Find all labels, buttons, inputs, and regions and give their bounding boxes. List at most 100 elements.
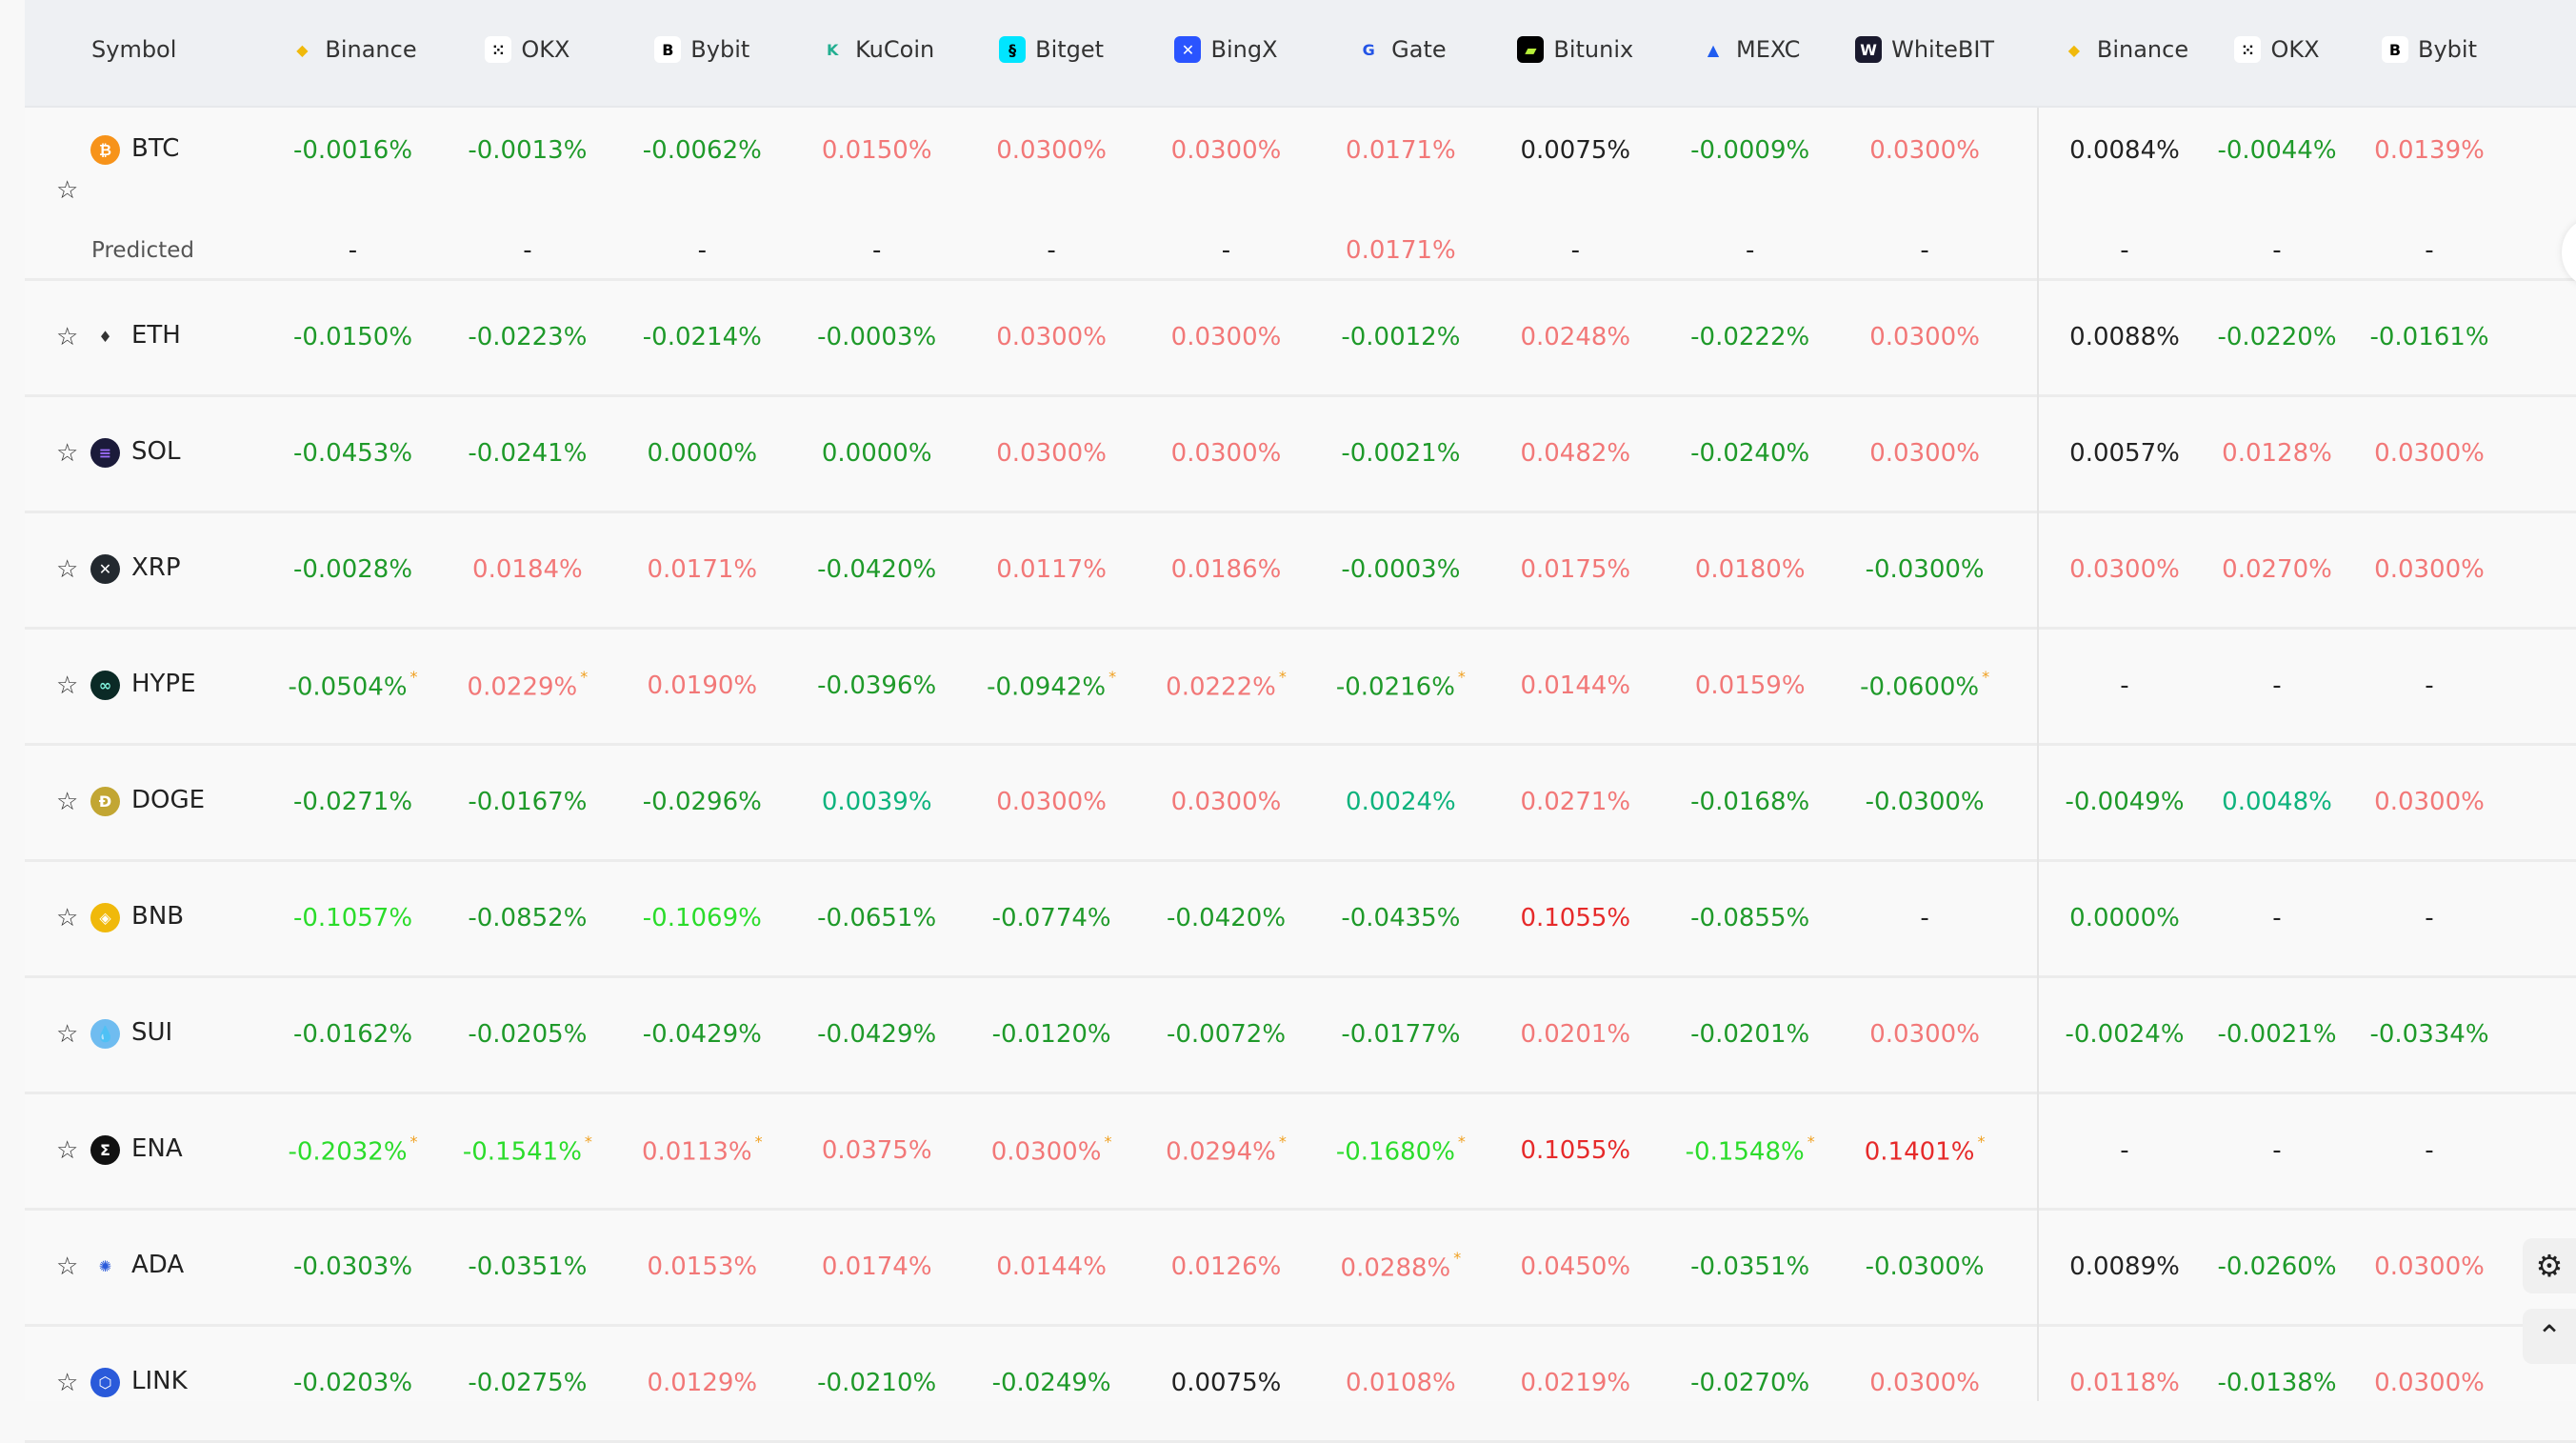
eth-coin-icon: ♦ [90, 322, 120, 351]
column-header-binance[interactable]: ◆ Binance [266, 0, 440, 99]
rate-value: -0.0167% [468, 788, 588, 816]
column-header-whitebit[interactable]: W WhiteBIT [1838, 0, 2012, 99]
column-header-bitget[interactable]: § Bitget [965, 0, 1139, 99]
rate-value: 0.0174% [821, 1253, 932, 1281]
funding-rate-cell: - [2048, 1136, 2201, 1165]
rate-value: - [2425, 671, 2434, 700]
rate-value: 0.1055% [1520, 904, 1631, 932]
column-header-symbol[interactable]: Symbol [91, 36, 177, 63]
column-header-bitunix[interactable]: ▰ Bitunix [1488, 0, 1663, 99]
funding-rate-cell: -0.0270% [1663, 1369, 1837, 1397]
rate-value: -0.0138% [2217, 1369, 2337, 1397]
favorite-star-icon[interactable]: ☆ [56, 1020, 79, 1049]
rate-value: -0.0453% [292, 439, 413, 468]
funding-rate-cell: 0.0271% [1488, 788, 1663, 816]
rate-value: -0.0168% [1690, 788, 1810, 816]
favorite-star-icon[interactable]: ☆ [56, 1253, 79, 1281]
funding-rate-cell: -0.0168% [1663, 788, 1837, 816]
settings-button[interactable]: ⚙ [2523, 1238, 2576, 1293]
favorite-star-icon[interactable]: ☆ [56, 323, 79, 351]
rate-value: 0.0300% [2069, 555, 2180, 584]
rate-value: 0.0300% [990, 1137, 1102, 1167]
rate-value: 0.0186% [1170, 555, 1282, 584]
symbol-label[interactable]: BNB [131, 902, 185, 931]
predicted-rate-cell: - [615, 236, 789, 265]
funding-rate-cell: -0.0504% * [266, 668, 440, 702]
symbol-label[interactable]: DOGE [131, 786, 206, 814]
column-header-kucoin[interactable]: K KuCoin [789, 0, 964, 99]
funding-rate-cell: -0.0942% * [965, 668, 1139, 702]
rate-value: 0.0300% [996, 323, 1107, 351]
funding-rate-cell: 0.0482% [1488, 439, 1663, 468]
symbol-label[interactable]: LINK [131, 1367, 188, 1395]
column-header-bybit[interactable]: B Bybit [2353, 0, 2506, 99]
rate-value: -0.0651% [817, 904, 937, 932]
rate-value: 0.0000% [821, 439, 932, 468]
symbol-label[interactable]: ADA [131, 1251, 185, 1279]
predicted-rate-cell: - [1838, 236, 2012, 265]
symbol-label[interactable]: ETH [131, 321, 181, 350]
rate-value: 0.0075% [1170, 1369, 1282, 1397]
favorite-star-icon[interactable]: ☆ [56, 176, 79, 205]
column-header-okx[interactable]: ⁙ OKX [440, 0, 614, 99]
favorite-star-icon[interactable]: ☆ [56, 555, 79, 584]
side-panel-handle[interactable] [2562, 219, 2576, 286]
rate-value: -0.0214% [642, 323, 762, 351]
favorite-star-icon[interactable]: ☆ [56, 1136, 79, 1165]
rate-value: 0.0171% [1346, 236, 1456, 265]
rate-value: - [1920, 904, 1929, 932]
funding-rate-cell: 0.0057% [2048, 439, 2201, 468]
scroll-to-top-button[interactable]: ⌃ [2523, 1309, 2576, 1364]
rate-value: 0.0108% [1346, 1369, 1456, 1397]
table-row-eth: ☆ ♦ ETH -0.0150% -0.0223% -0.0214% -0.0003% 0.0… [25, 281, 2576, 397]
rate-value: 0.0271% [1520, 788, 1631, 816]
rate-value: 0.0375% [821, 1136, 932, 1165]
rate-value: - [2272, 1136, 2282, 1165]
rate-value: 0.0089% [2069, 1253, 2180, 1281]
funding-rate-table: Symbol ◆ Binance ⁙ OKX B Bybit K KuCoin § Bitget ✕… [25, 0, 2576, 1443]
funding-rate-cell: -0.0420% [789, 555, 964, 584]
rate-value: 0.0300% [1170, 788, 1282, 816]
symbol-label[interactable]: BTC [131, 134, 180, 163]
rate-value: - [2272, 236, 2282, 265]
favorite-star-icon[interactable]: ☆ [56, 439, 79, 468]
binance-icon: ◆ [2067, 40, 2081, 59]
funding-rate-cell: 0.0300% [2353, 1253, 2506, 1281]
funding-rate-cell: 0.0270% [2201, 555, 2353, 584]
funding-rate-cell: 0.0153% [615, 1253, 789, 1281]
predicted-rate-cell: - [1663, 236, 1837, 265]
symbol-label[interactable]: ENA [131, 1134, 183, 1163]
rate-value: - [523, 236, 532, 265]
column-header-okx[interactable]: ⁙ OKX [2201, 0, 2353, 99]
symbol-label[interactable]: SOL [131, 437, 181, 466]
symbol-label[interactable]: HYPE [131, 670, 196, 698]
okx-icon: ⁙ [2234, 36, 2262, 63]
favorite-star-icon[interactable]: ☆ [56, 788, 79, 816]
funding-rate-cell: 0.0171% [1313, 136, 1488, 165]
column-header-gate[interactable]: G Gate [1313, 0, 1488, 99]
rate-value: -0.0260% [2217, 1253, 2337, 1281]
rate-value: -0.0275% [468, 1369, 588, 1397]
favorite-star-icon[interactable]: ☆ [56, 671, 79, 700]
asterisk-marker: * [1278, 668, 1287, 686]
column-header-binance[interactable]: ◆ Binance [2048, 0, 2201, 99]
column-header-bingx[interactable]: ✕ BingX [1139, 0, 1313, 99]
column-header-mexc[interactable]: ▲ MEXC [1663, 0, 1837, 99]
ena-coin-icon: Σ [90, 1135, 120, 1165]
predicted-rate-cell: - [2048, 236, 2201, 265]
favorite-star-icon[interactable]: ☆ [56, 904, 79, 932]
funding-rate-cell: 0.0300% [1838, 136, 2012, 165]
rate-value: -0.0072% [1166, 1020, 1287, 1049]
rate-value: -0.0024% [2065, 1020, 2185, 1049]
funding-rate-cell: 0.0300% [2353, 555, 2506, 584]
symbol-label[interactable]: SUI [131, 1018, 173, 1047]
symbol-label[interactable]: XRP [131, 553, 181, 582]
column-header-bybit[interactable]: B Bybit [615, 0, 789, 99]
funding-rate-cell: 0.0450% [1488, 1253, 1663, 1281]
exchange-name: MEXC [1736, 36, 1801, 63]
favorite-star-icon[interactable]: ☆ [56, 1369, 79, 1397]
rate-value: 0.0150% [821, 136, 932, 165]
rate-value: 0.0300% [2374, 1369, 2485, 1397]
rate-value: -0.0049% [2065, 788, 2185, 816]
funding-rate-cell: 0.0129% [615, 1369, 789, 1397]
